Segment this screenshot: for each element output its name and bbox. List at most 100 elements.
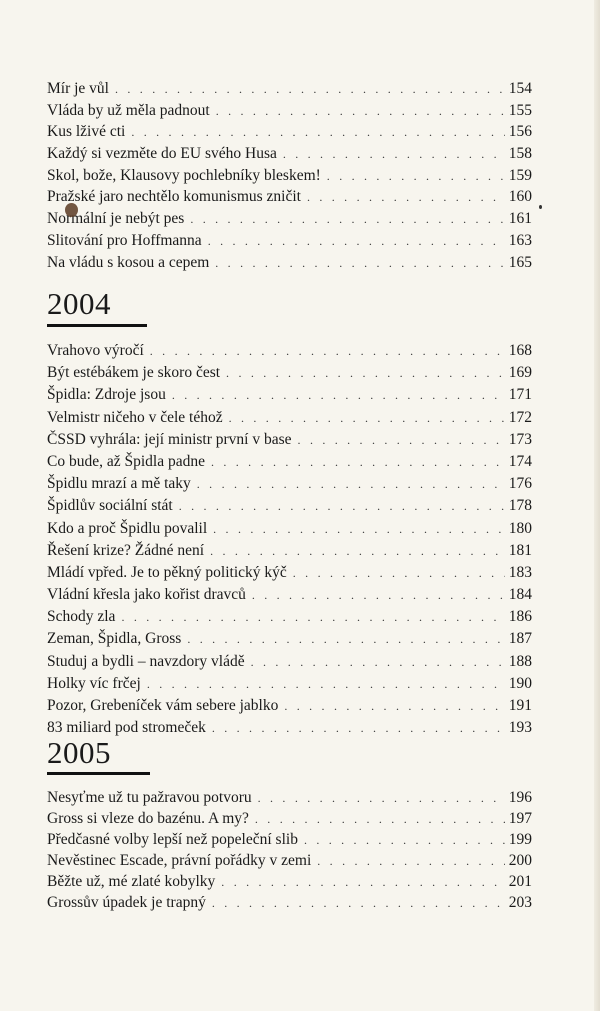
toc-entry: Na vládu s kosou a cepem 165 (47, 252, 532, 274)
entry-title: Špidlu mrazí a mě taky (47, 475, 191, 493)
entry-title: Slitování pro Hoffmanna (47, 231, 202, 249)
toc-entry: Řešení krize? Žádné není 181 (47, 540, 532, 562)
toc-entry: Předčasné volby lepší než popeleční slib… (47, 829, 532, 850)
dot-leader (229, 407, 505, 429)
year-heading-2005: 2005 (47, 735, 111, 770)
entry-title: 83 miliard pod stromeček (47, 719, 206, 737)
dot-leader (221, 872, 504, 893)
entry-page-number: 196 (508, 789, 532, 806)
entry-page-number: 156 (508, 123, 532, 141)
toc-entry: Pozor, Grebeníček vám sebere jablko 191 (47, 695, 532, 717)
dot-leader (190, 209, 504, 231)
entry-title: Vládní křesla jako kořist dravců (47, 586, 246, 604)
ink-stain (65, 203, 78, 217)
dot-leader (317, 851, 504, 872)
entry-page-number: 183 (508, 563, 532, 581)
entry-title: Nesyťme už tu pažravou potvoru (47, 789, 252, 806)
entry-page-number: 201 (508, 873, 532, 890)
toc-entry: Být estébákem je skoro čest 169 (47, 362, 532, 384)
entry-page-number: 169 (508, 364, 532, 382)
toc-entry: Co bude, až Špidla padne 174 (47, 451, 532, 473)
dot-leader (258, 788, 505, 809)
entry-title: Gross si vleze do bazénu. A my? (47, 810, 249, 827)
entry-page-number: 172 (508, 408, 532, 426)
entry-page-number: 173 (508, 430, 532, 448)
dot-leader (208, 231, 505, 253)
dot-leader (255, 809, 505, 830)
toc-entry: Pražské jaro nechtělo komunismus zničit 1… (47, 186, 532, 208)
dot-leader (212, 717, 505, 739)
entry-title: Špidla: Zdroje jsou (47, 386, 166, 404)
toc-entry: Gross si vleze do bazénu. A my? 197 (47, 808, 532, 829)
entry-page-number: 191 (508, 697, 532, 714)
dot-leader (147, 673, 505, 695)
dot-leader (283, 144, 505, 166)
entry-title: Být estébákem je skoro čest (47, 364, 221, 382)
entry-page-number: 184 (508, 586, 532, 604)
toc-entry: Holky víc frčej 190 (47, 673, 532, 695)
entry-page-number: 176 (508, 475, 532, 493)
toc-entry: Špidlův sociální stát 178 (47, 495, 532, 517)
dot-leader (215, 253, 504, 275)
dot-leader (150, 340, 505, 362)
entry-title: Běžte už, mé zlaté kobylky (47, 873, 216, 890)
page-edge (594, 0, 600, 1011)
dot-leader (327, 166, 505, 188)
entry-title: Řešení krize? Žádné není (47, 541, 205, 559)
entry-title: Kdo a proč Špidlu povalil (47, 519, 208, 537)
entry-title: Zeman, Špidla, Gross (47, 630, 182, 648)
entry-title: Nevěstinec Escade, právní pořádky v zemi (47, 852, 312, 869)
entry-title: Vláda by už měla padnout (47, 101, 210, 119)
dot-leader (251, 651, 505, 673)
toc-entry: Nevěstinec Escade, právní pořádky v zemi… (47, 850, 532, 871)
entry-page-number: 168 (508, 342, 532, 359)
entry-title: Pozor, Grebeníček vám sebere jablko (47, 697, 279, 714)
year-heading-2004: 2004 (47, 286, 111, 321)
entry-title: Špidlův sociální stát (47, 497, 173, 515)
year-underline (47, 324, 147, 327)
entry-page-number: 187 (508, 630, 532, 648)
entry-page-number: 160 (508, 188, 532, 206)
entry-title: Na vládu s kosou a cepem (47, 253, 210, 271)
entry-page-number: 200 (508, 852, 532, 869)
entry-title: Kus lživé cti (47, 123, 126, 141)
dot-leader (121, 606, 504, 628)
toc-entry: Velmistr ničeho v čele téhož 172 (47, 407, 532, 429)
toc-entry: Zeman, Špidla, Gross 187 (47, 628, 532, 650)
toc-entry: Normální je nebýt pes 161 (47, 208, 532, 230)
entry-page-number: 174 (508, 452, 532, 470)
entry-page-number: 199 (508, 831, 532, 848)
entry-page-number: 159 (508, 166, 532, 184)
entry-page-number: 203 (508, 894, 532, 911)
toc-entry: Každý si vezměte do EU svého Husa 158 (47, 143, 532, 165)
dot-leader (307, 187, 505, 209)
toc-entry: Běžte už, mé zlaté kobylky 201 (47, 871, 532, 892)
entry-title: Grossův úpadek je trapný (47, 894, 206, 911)
toc-entry: Kus lživé cti 156 (47, 121, 532, 143)
toc-entry: Špidla: Zdroje jsou 171 (47, 384, 532, 406)
dot-leader (304, 830, 505, 851)
entry-title: Vrahovo výročí (47, 342, 144, 359)
dot-leader (197, 473, 505, 495)
entry-page-number: 171 (508, 386, 532, 404)
entry-page-number: 161 (508, 210, 532, 228)
entry-title: Skol, bože, Klausovy pochlebníky bleskem… (47, 166, 321, 184)
entry-title: Schody zla (47, 608, 116, 626)
toc-entry: 83 miliard pod stromeček 193 (47, 717, 532, 739)
toc-entry: Grossův úpadek je trapný 203 (47, 892, 532, 913)
dot-leader (293, 562, 505, 584)
toc-entry: Kdo a proč Špidlu povalil 180 (47, 518, 532, 540)
dot-leader (284, 695, 504, 717)
entry-page-number: 180 (508, 519, 532, 537)
toc-entry: Skol, bože, Klausovy pochlebníky bleskem… (47, 165, 532, 187)
toc-entry: Slitování pro Hoffmanna 163 (47, 230, 532, 252)
dot-leader (172, 384, 505, 406)
dot-leader (298, 429, 505, 451)
entry-title: Velmistr ničeho v čele téhož (47, 408, 223, 426)
entry-page-number: 178 (508, 497, 532, 515)
dot-leader (179, 495, 505, 517)
dot-leader (210, 540, 505, 562)
toc-entry: Nesyťme už tu pažravou potvoru 196 (47, 787, 532, 808)
entry-page-number: 190 (508, 674, 532, 692)
toc-entry: Vrahovo výročí 168 (47, 340, 532, 362)
